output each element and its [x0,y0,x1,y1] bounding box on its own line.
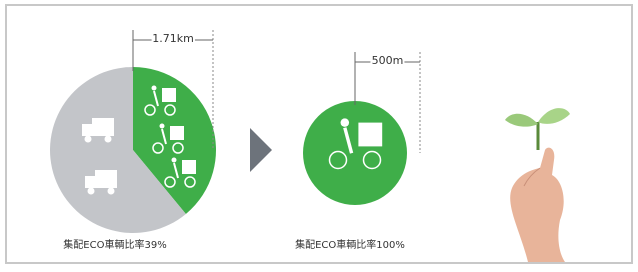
icon-box [162,88,176,102]
distance-label: 1.71km [152,32,194,45]
icon-box [170,126,184,140]
infographic: 1.71km 集配ECO車輌比率39% 500m 集配ECO車輌比率100% [0,0,638,268]
icon-truck [95,170,117,188]
icon-wheel [108,188,115,195]
icon-head [341,118,350,127]
icon-wheel [105,136,112,143]
icon-cab [85,176,95,188]
icon-head [172,158,177,163]
distance-label: 500m [372,54,404,67]
icon-wheel [85,136,92,143]
pie-slice [303,101,407,205]
icon-wheel [88,188,95,195]
icon-head [152,86,157,91]
icon-cab [82,124,92,136]
icon-truck [92,118,114,136]
caption: 集配ECO車輌比率39% [63,238,166,251]
icon-box [358,123,382,147]
icon-head [160,124,165,129]
icon-box [182,160,196,174]
caption: 集配ECO車輌比率100% [295,238,405,251]
